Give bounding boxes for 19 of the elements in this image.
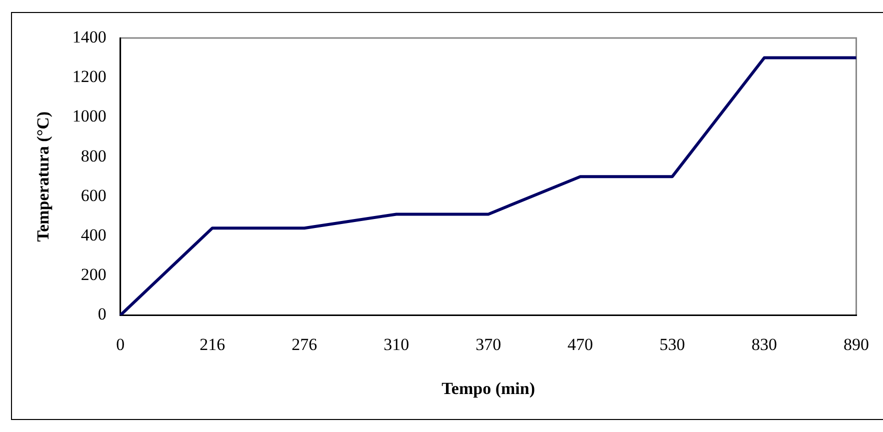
x-tick-label: 890 [844, 334, 869, 354]
y-tick-label: 600 [80, 186, 106, 205]
y-tick-label: 1200 [72, 67, 106, 86]
y-tick-label: 200 [80, 265, 106, 284]
x-tick-label: 276 [292, 334, 318, 354]
y-tick-label: 800 [80, 146, 106, 166]
y-tick-label: 0 [98, 304, 106, 324]
x-tick-label: 470 [568, 334, 594, 354]
x-tick-label: 370 [476, 334, 502, 354]
x-tick-label: 310 [384, 334, 410, 354]
y-axis-title: Temperatura (°C) [34, 111, 53, 242]
x-tick-label: 216 [200, 334, 226, 354]
x-tick-label: 0 [116, 334, 125, 354]
x-axis-title: Tempo (min) [442, 379, 536, 398]
x-tick-label: 530 [660, 334, 686, 354]
y-tick-label: 400 [80, 225, 106, 244]
y-tick-label: 1400 [72, 27, 106, 46]
y-tick-label: 1000 [72, 106, 106, 126]
x-tick-label: 830 [752, 334, 778, 354]
